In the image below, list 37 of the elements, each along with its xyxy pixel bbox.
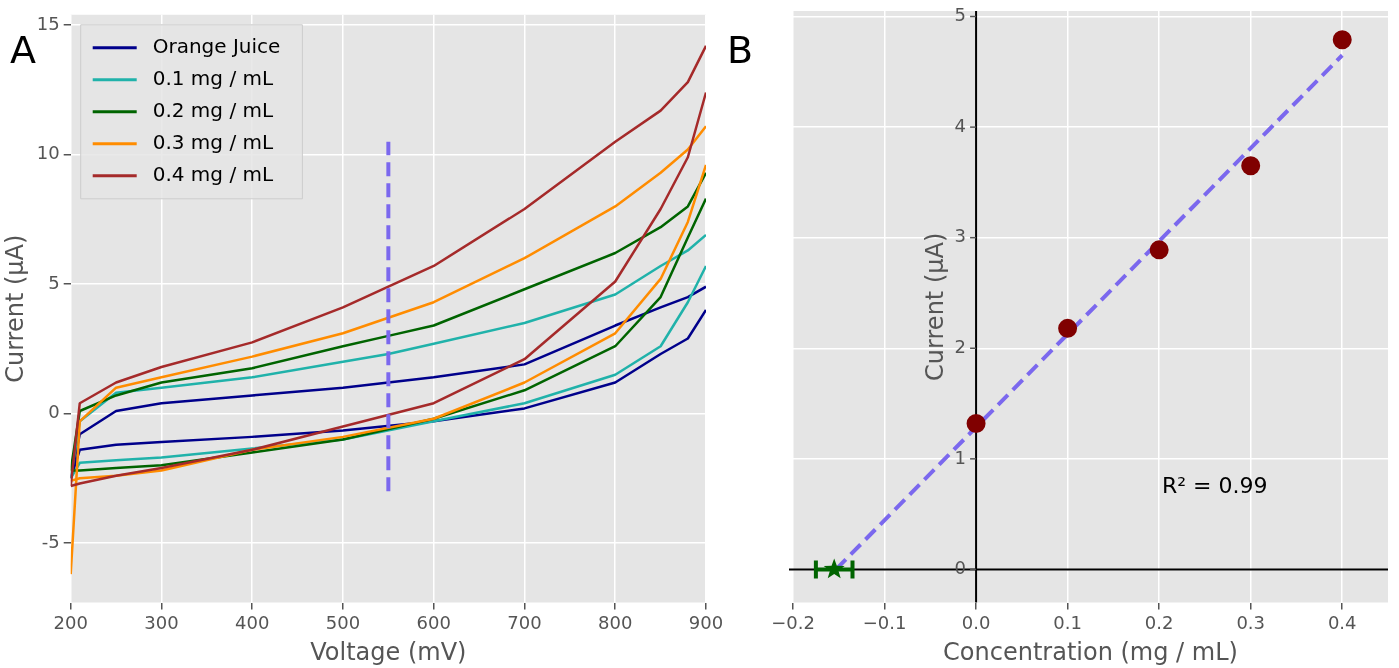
legend-label: 0.3 mg / mL <box>152 130 274 154</box>
x-tick-label: 0.3 <box>1236 612 1266 634</box>
x-tick-label: 300 <box>144 612 179 634</box>
x-tick-label: 0.2 <box>1144 612 1174 634</box>
y-tick-label: 4 <box>954 114 967 136</box>
y-tick-label: 5 <box>954 4 967 26</box>
x-tick-label: 700 <box>507 612 542 634</box>
x-axis-title: Voltage (mV) <box>310 637 467 666</box>
x-tick-label: 400 <box>235 612 270 634</box>
legend-label: 0.4 mg / mL <box>152 162 274 186</box>
x-tick-label: −0.1 <box>862 612 907 634</box>
chart-title: A <box>10 28 36 72</box>
y-tick-label: 10 <box>36 142 60 164</box>
text: B <box>727 28 754 72</box>
x-tick-label: 0.1 <box>1053 612 1082 634</box>
y-tick-label: 3 <box>954 225 967 247</box>
x-tick-label: −0.2 <box>771 612 815 634</box>
x-axis-title: Concentration (mg / mL) <box>943 637 1238 666</box>
annotation: R² = 0.99 <box>1161 472 1268 498</box>
x-tick-label: 500 <box>325 612 361 634</box>
legend-label: 0.1 mg / mL <box>152 66 274 90</box>
y-tick-label: 0 <box>48 401 60 423</box>
y-axis-title: Current (µA) <box>920 232 949 381</box>
y-tick-label: 5 <box>48 271 60 293</box>
x-tick-label: 800 <box>598 612 633 634</box>
legend-label: Orange Juice <box>152 34 281 58</box>
legend-label: 0.2 mg / mL <box>152 98 274 122</box>
x-tick-label: 600 <box>416 612 451 634</box>
x-tick-label: 200 <box>53 612 88 634</box>
y-tick-label: 1 <box>954 446 967 468</box>
y-tick-label: 2 <box>954 335 967 357</box>
y-tick-label: 15 <box>36 12 60 34</box>
x-tick-label: 900 <box>688 612 724 634</box>
y-tick-label: -5 <box>41 530 60 552</box>
x-tick-label: 0.4 <box>1327 612 1357 634</box>
x-tick-label: 0.0 <box>961 612 991 634</box>
y-axis-title: Current (µA) <box>0 234 29 383</box>
